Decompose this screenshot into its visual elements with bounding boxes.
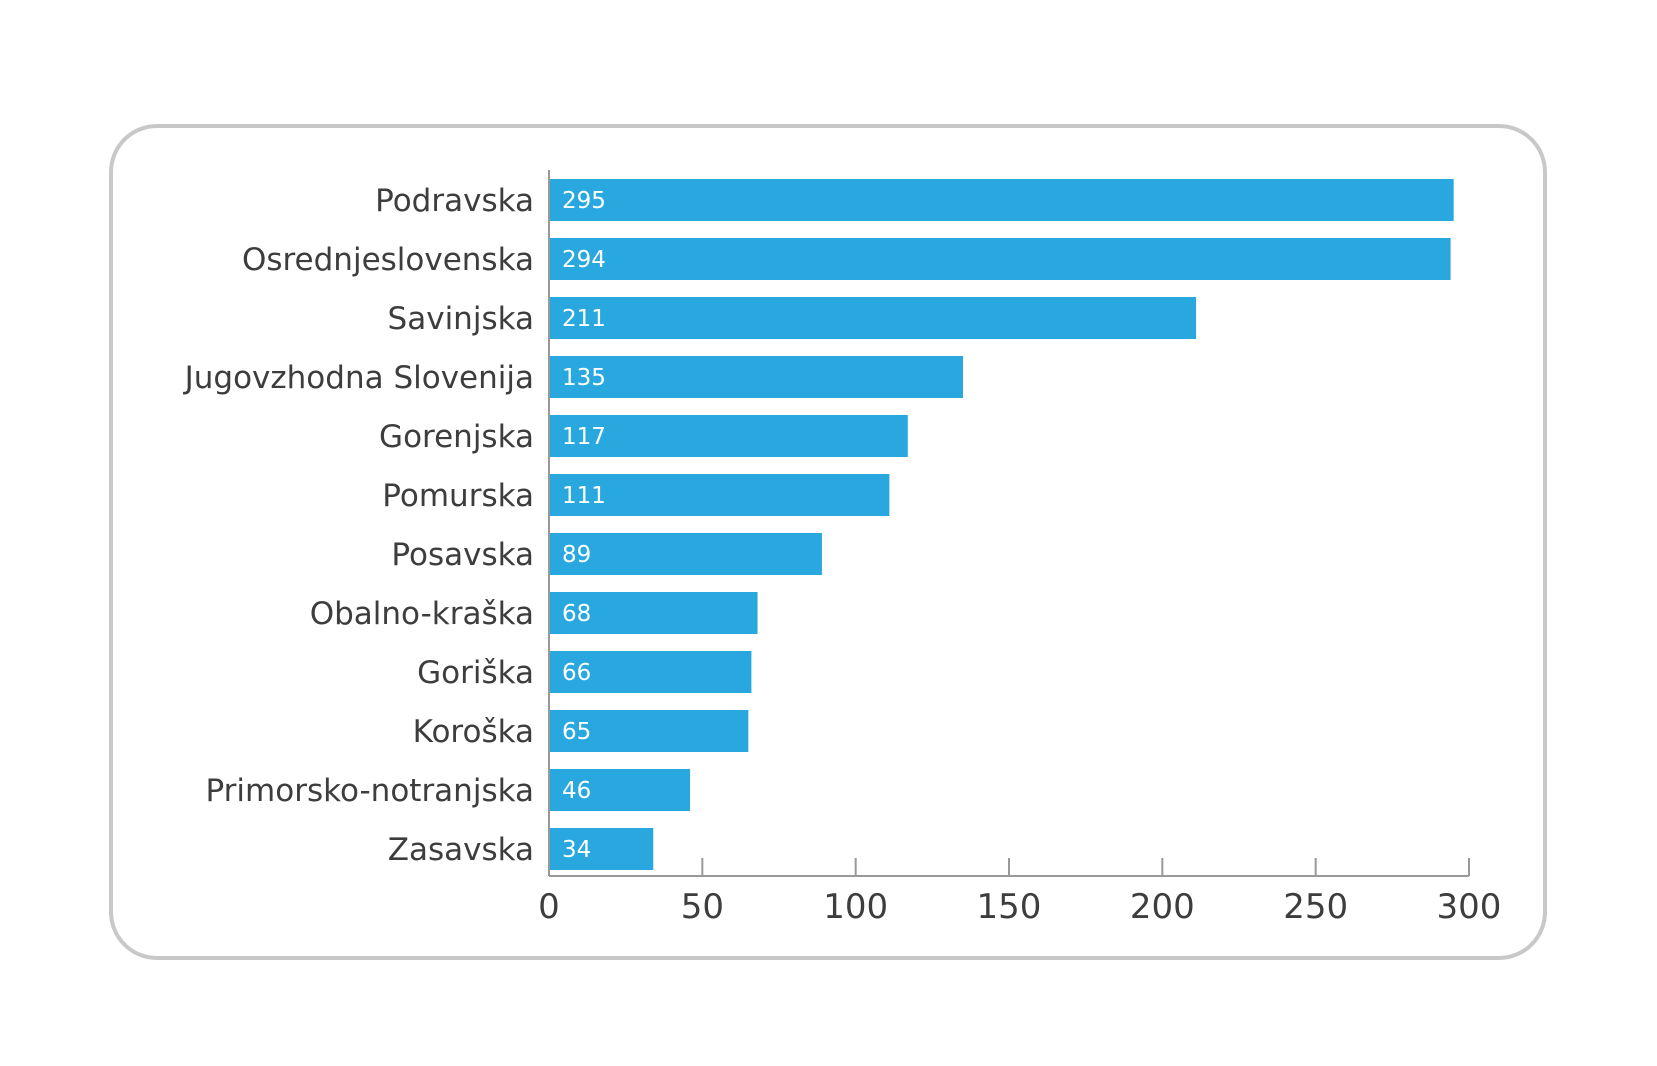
data-label: 135	[562, 365, 606, 391]
bar	[549, 533, 822, 575]
category-label: Posavska	[391, 537, 534, 573]
data-label: 34	[562, 837, 591, 863]
bar	[549, 710, 749, 752]
x-tick-label: 50	[681, 887, 724, 927]
x-tick-label: 300	[1437, 887, 1502, 927]
x-tick-label: 250	[1283, 887, 1348, 927]
data-label: 294	[562, 247, 606, 273]
category-label: Osrednjeslovenska	[242, 242, 534, 278]
category-label: Savinjska	[388, 301, 534, 337]
category-label: Podravska	[375, 183, 534, 219]
x-tick-label: 150	[977, 887, 1042, 927]
bar	[549, 651, 752, 693]
category-label: Gorenjska	[379, 419, 534, 455]
bar	[549, 769, 691, 811]
data-label: 111	[562, 483, 606, 509]
category-label: Primorsko-notranjska	[206, 773, 534, 809]
data-label: 89	[562, 542, 591, 568]
bar	[549, 592, 758, 634]
data-label: 295	[562, 188, 606, 214]
data-label: 46	[562, 778, 591, 804]
labels-layer: 295 Podravska 294 Osrednjeslovenska 211 Savin…	[183, 183, 1502, 927]
data-label: 211	[562, 306, 606, 332]
category-label: Zasavska	[388, 832, 534, 868]
bar	[549, 828, 654, 870]
category-label: Jugovzhodna Slovenija	[183, 360, 534, 396]
data-label: 68	[562, 601, 591, 627]
bar	[549, 238, 1451, 280]
bar	[549, 297, 1197, 339]
category-label: Obalno-kraška	[310, 596, 534, 632]
category-label: Koroška	[413, 714, 534, 750]
bar	[549, 474, 890, 516]
data-label: 66	[562, 660, 591, 686]
bars-layer	[549, 179, 1454, 870]
x-tick-label: 100	[823, 887, 888, 927]
axis-layer	[548, 170, 1470, 877]
bar	[549, 415, 908, 457]
x-tick-label: 0	[538, 887, 560, 927]
data-label: 65	[562, 719, 591, 745]
bar	[549, 356, 963, 398]
x-tick-label: 200	[1130, 887, 1195, 927]
bar	[549, 179, 1454, 221]
category-label: Goriška	[417, 655, 534, 691]
data-label: 117	[562, 424, 606, 450]
category-label: Pomurska	[382, 478, 534, 514]
